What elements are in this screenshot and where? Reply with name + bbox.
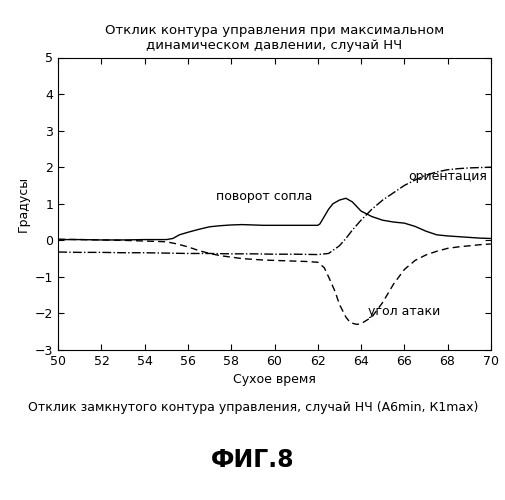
Title: Отклик контура управления при максимальном
динамическом давлении, случай НЧ: Отклик контура управления при максимальн… <box>105 24 443 52</box>
Text: ФИГ.8: ФИГ.8 <box>211 448 294 472</box>
Text: поворот сопла: поворот сопла <box>216 190 312 203</box>
Text: угол атаки: угол атаки <box>367 306 439 318</box>
Text: Отклик замкнутого контура управления, случай НЧ (А6min, К1max): Отклик замкнутого контура управления, сл… <box>28 401 477 414</box>
Text: ориентация: ориентация <box>408 170 486 183</box>
X-axis label: Сухое время: Сухое время <box>233 374 315 386</box>
Y-axis label: Градусы: Градусы <box>16 176 29 232</box>
